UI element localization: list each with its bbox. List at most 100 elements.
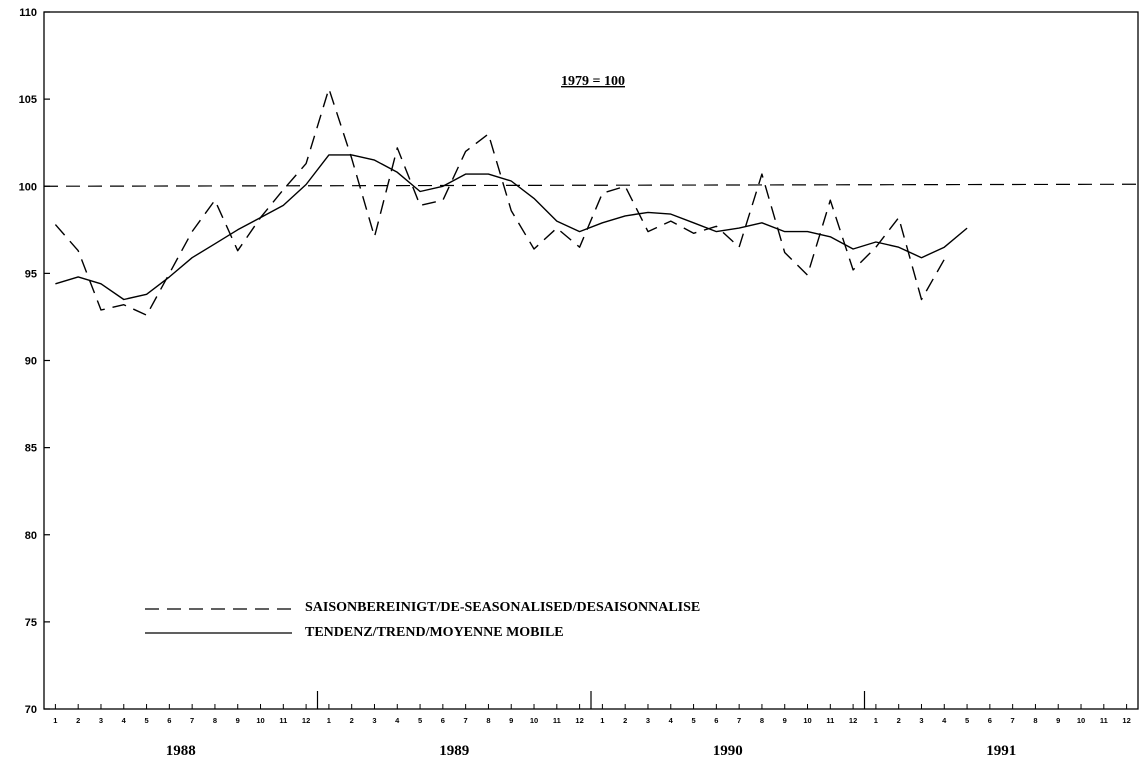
point-deseasonalised [738,246,741,249]
y-tick-label: 90 [25,356,37,368]
x-tick-label: 10 [1077,716,1085,725]
point-trend [943,246,946,249]
point-trend [259,216,262,219]
x-tick-label: 5 [691,716,695,725]
point-trend [555,220,558,223]
y-tick-label: 80 [25,530,37,542]
point-trend [715,230,718,233]
x-tick-label: 3 [372,716,376,725]
x-tick-label: 6 [988,716,992,725]
x-tick-label: 6 [441,716,445,725]
x-tick-label: 8 [486,716,490,725]
x-tick-label: 2 [897,716,901,725]
point-trend [213,242,216,245]
x-tick-label: 11 [553,716,561,725]
x-tick-label: 6 [714,716,718,725]
x-tick-label: 3 [99,716,103,725]
point-trend [692,221,695,224]
x-tick-label: 11 [826,716,834,725]
point-trend [783,230,786,233]
point-trend [897,246,900,249]
point-deseasonalised [624,185,627,188]
point-trend [282,204,285,207]
x-tick-label: 2 [76,716,80,725]
point-deseasonalised [191,230,194,233]
point-trend [99,282,102,285]
point-deseasonalised [396,146,399,149]
reference-line-100 [43,183,1139,187]
point-deseasonalised [920,298,923,301]
point-trend [350,153,353,156]
point-deseasonalised [646,230,649,233]
point-deseasonalised [510,209,513,212]
x-tick-label: 5 [144,716,148,725]
point-deseasonalised [487,132,490,135]
point-trend [669,213,672,216]
x-tick-label: 12 [575,716,583,725]
point-deseasonalised [943,258,946,261]
point-trend [191,256,194,259]
x-tick-label: 10 [256,716,264,725]
point-deseasonalised [168,272,171,275]
point-trend [487,173,490,176]
x-tick-label: 6 [167,716,171,725]
point-trend [920,256,923,259]
point-trend [373,159,376,162]
point-deseasonalised [760,173,763,176]
point-deseasonalised [145,314,148,317]
point-trend [305,183,308,186]
point-deseasonalised [874,246,877,249]
x-tick-label: 7 [190,716,194,725]
point-trend [624,214,627,217]
y-tick-label: 75 [25,617,37,629]
x-tick-label: 4 [669,716,674,725]
point-deseasonalised [715,225,718,228]
x-tick-label: 7 [1011,716,1015,725]
x-tick-label: 4 [395,716,400,725]
point-deseasonalised [783,251,786,254]
point-deseasonalised [419,204,422,207]
year-label: 1991 [986,743,1016,759]
x-tick-label: 2 [350,716,354,725]
x-tick-label: 4 [942,716,947,725]
point-trend [852,247,855,250]
x-tick-label: 8 [760,716,764,725]
point-deseasonalised [54,223,57,226]
x-tick-label: 2 [623,716,627,725]
x-tick-label: 3 [646,716,650,725]
x-tick-label: 3 [919,716,923,725]
x-tick-label: 4 [122,716,127,725]
point-deseasonalised [213,199,216,202]
y-tick-label: 105 [19,94,37,106]
chart-annotation: 1979 = 100 [561,74,625,89]
point-deseasonalised [99,308,102,311]
x-tick-label: 9 [1056,716,1060,725]
point-deseasonalised [77,249,80,252]
point-trend [396,171,399,174]
point-deseasonalised [578,246,581,249]
x-tick-label: 11 [1100,716,1108,725]
point-trend [464,173,467,176]
y-tick-label: 100 [19,181,37,193]
x-tick-label: 8 [213,716,217,725]
series-line-deseasonalised [54,87,945,316]
point-deseasonalised [282,188,285,191]
point-deseasonalised [350,157,353,160]
point-trend [966,227,969,230]
x-tick-label: 12 [1122,716,1130,725]
x-tick-label: 10 [530,716,538,725]
point-deseasonalised [897,216,900,219]
point-trend [806,230,809,233]
point-deseasonalised [829,199,832,202]
point-trend [510,180,513,183]
x-tick-label: 8 [1033,716,1037,725]
legend: SAISONBEREINIGT/DE-SEASONALISED/DESAISON… [145,600,700,640]
x-tick-label: 5 [965,716,969,725]
point-deseasonalised [236,249,239,252]
point-trend [77,275,80,278]
x-tick-label: 12 [302,716,310,725]
point-deseasonalised [555,227,558,230]
y-tick-label: 85 [25,443,37,455]
